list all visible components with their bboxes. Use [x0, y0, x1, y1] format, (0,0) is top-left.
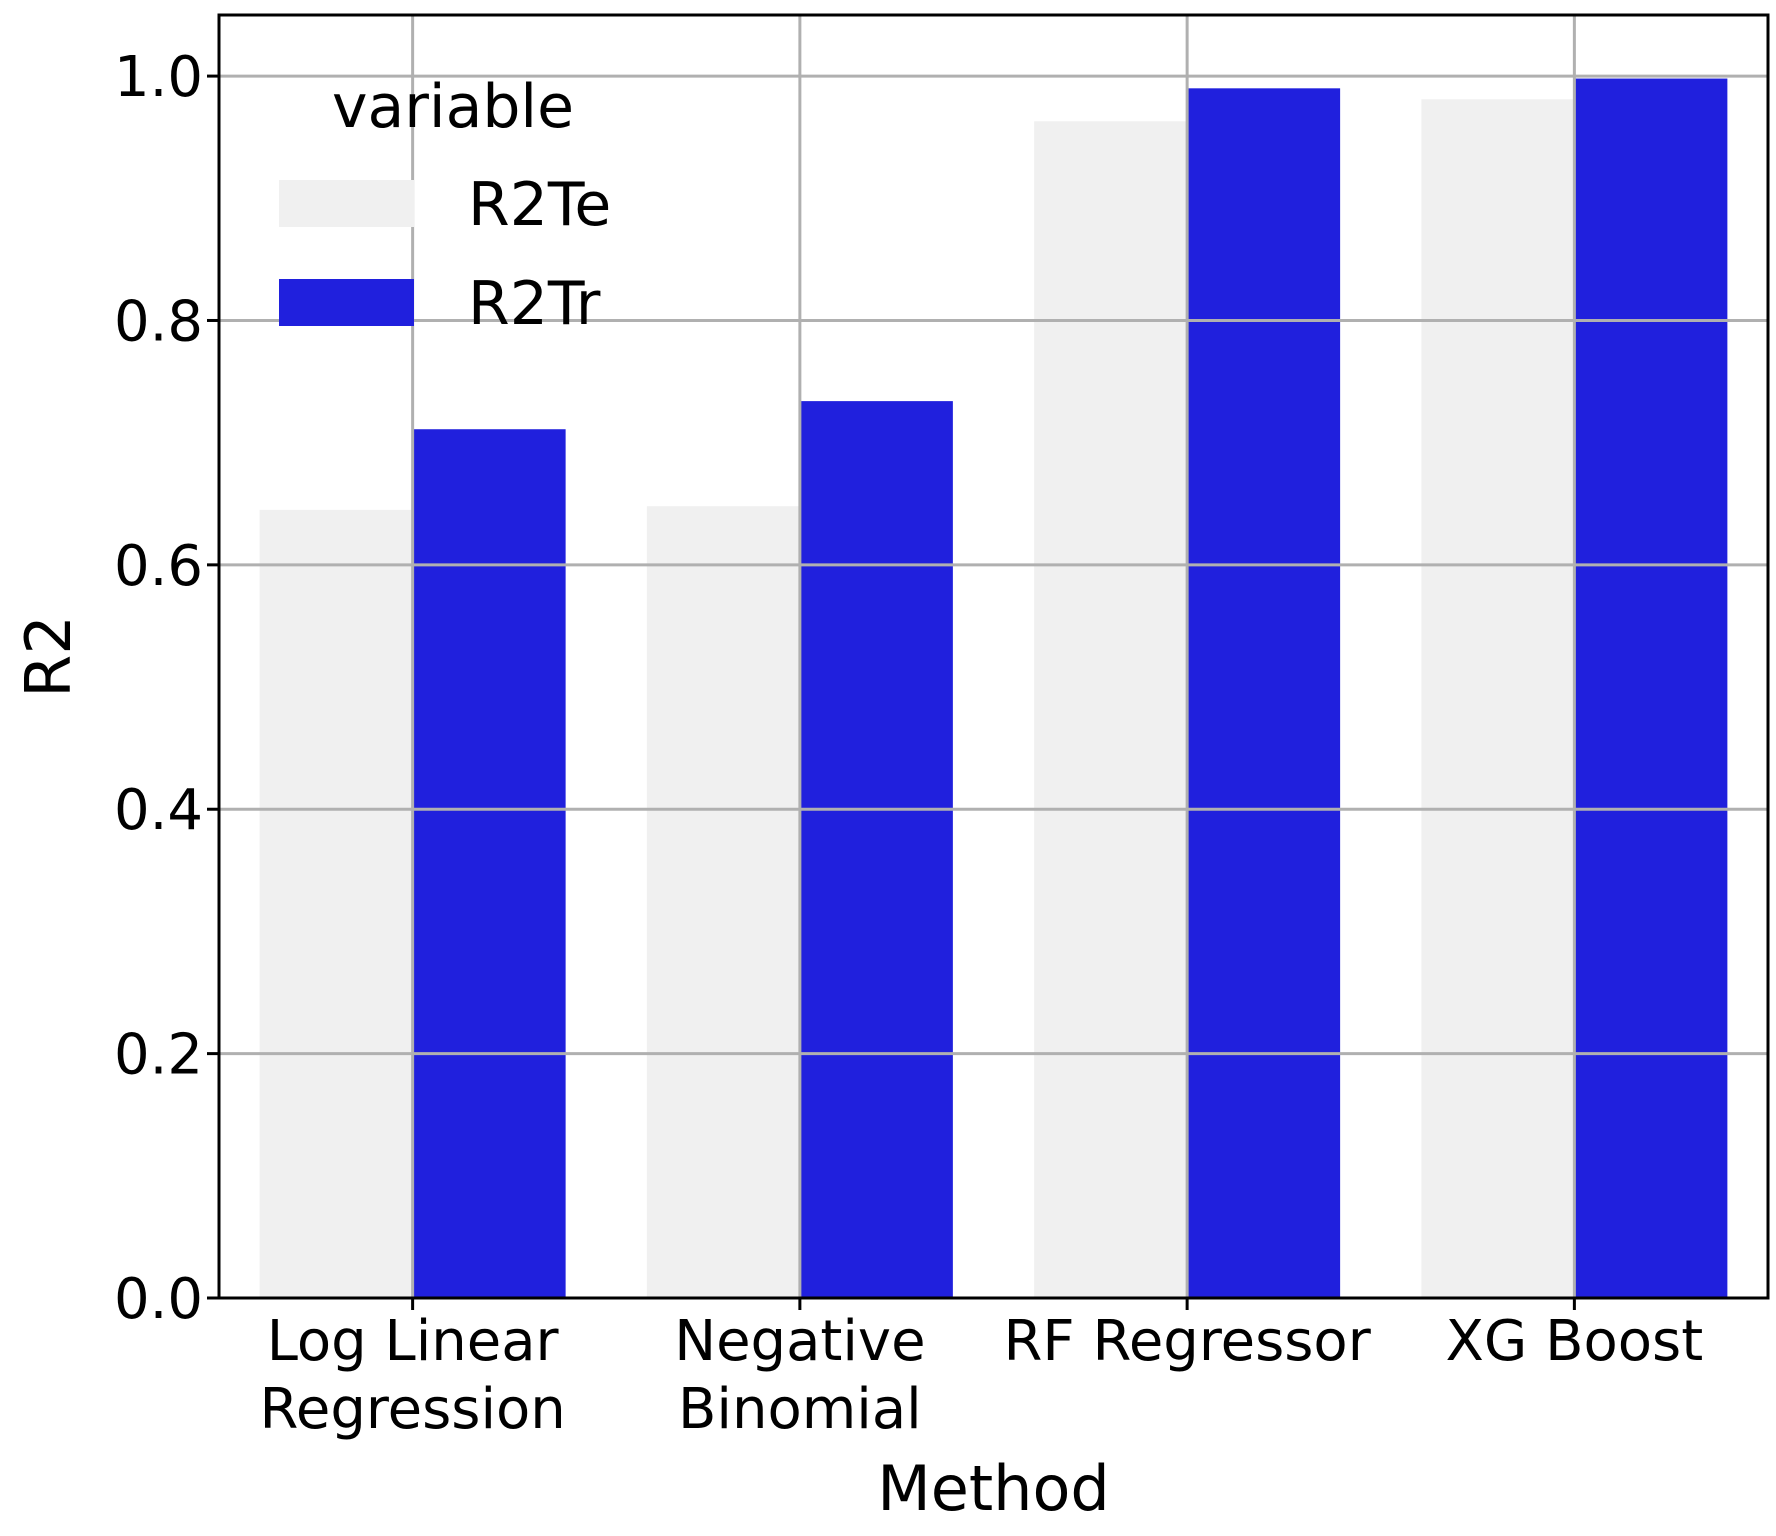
- x-tick-label: Regression: [259, 1377, 565, 1442]
- bar-r2tr-0: [412, 429, 566, 1298]
- legend-label-r2tr: R2Tr: [468, 269, 601, 339]
- plot-frame: [217, 13, 1770, 1300]
- bar-r2tr-2: [1187, 88, 1341, 1298]
- bar-r2te-3: [1421, 99, 1575, 1299]
- x-tick-label: RF Regressor: [1004, 1309, 1372, 1374]
- y-tick-label: 0.6: [114, 534, 203, 599]
- x-axis-title: Method: [877, 1452, 1110, 1525]
- bar-r2te-1: [646, 506, 800, 1299]
- bar-r2tr-1: [799, 401, 953, 1298]
- x-tick-label: Negative: [674, 1309, 925, 1374]
- legend-swatch-r2te: [279, 180, 414, 227]
- grid-layer: [219, 15, 1768, 1300]
- y-tick-label: 0.8: [114, 289, 203, 354]
- y-tick-label: 0.0: [114, 1267, 203, 1332]
- y-tick-label: 0.2: [114, 1023, 203, 1088]
- bars-layer: [259, 78, 1728, 1299]
- bar-r2te-0: [259, 509, 413, 1298]
- legend: variable R2Te R2Tr: [279, 72, 611, 339]
- x-tick-label: Log Linear: [267, 1309, 560, 1374]
- legend-title: variable: [332, 72, 574, 142]
- y-tick-label: 1.0: [114, 45, 203, 110]
- x-tick-label: Binomial: [678, 1377, 922, 1442]
- legend-swatch-r2tr: [279, 279, 414, 326]
- bar-r2tr-3: [1574, 78, 1728, 1298]
- y-axis-title: R2: [12, 615, 85, 698]
- y-tick-label: 0.4: [114, 778, 203, 843]
- legend-label-r2te: R2Te: [468, 170, 611, 240]
- bar-r2te-2: [1034, 121, 1188, 1299]
- x-tick-label: XG Boost: [1446, 1309, 1704, 1374]
